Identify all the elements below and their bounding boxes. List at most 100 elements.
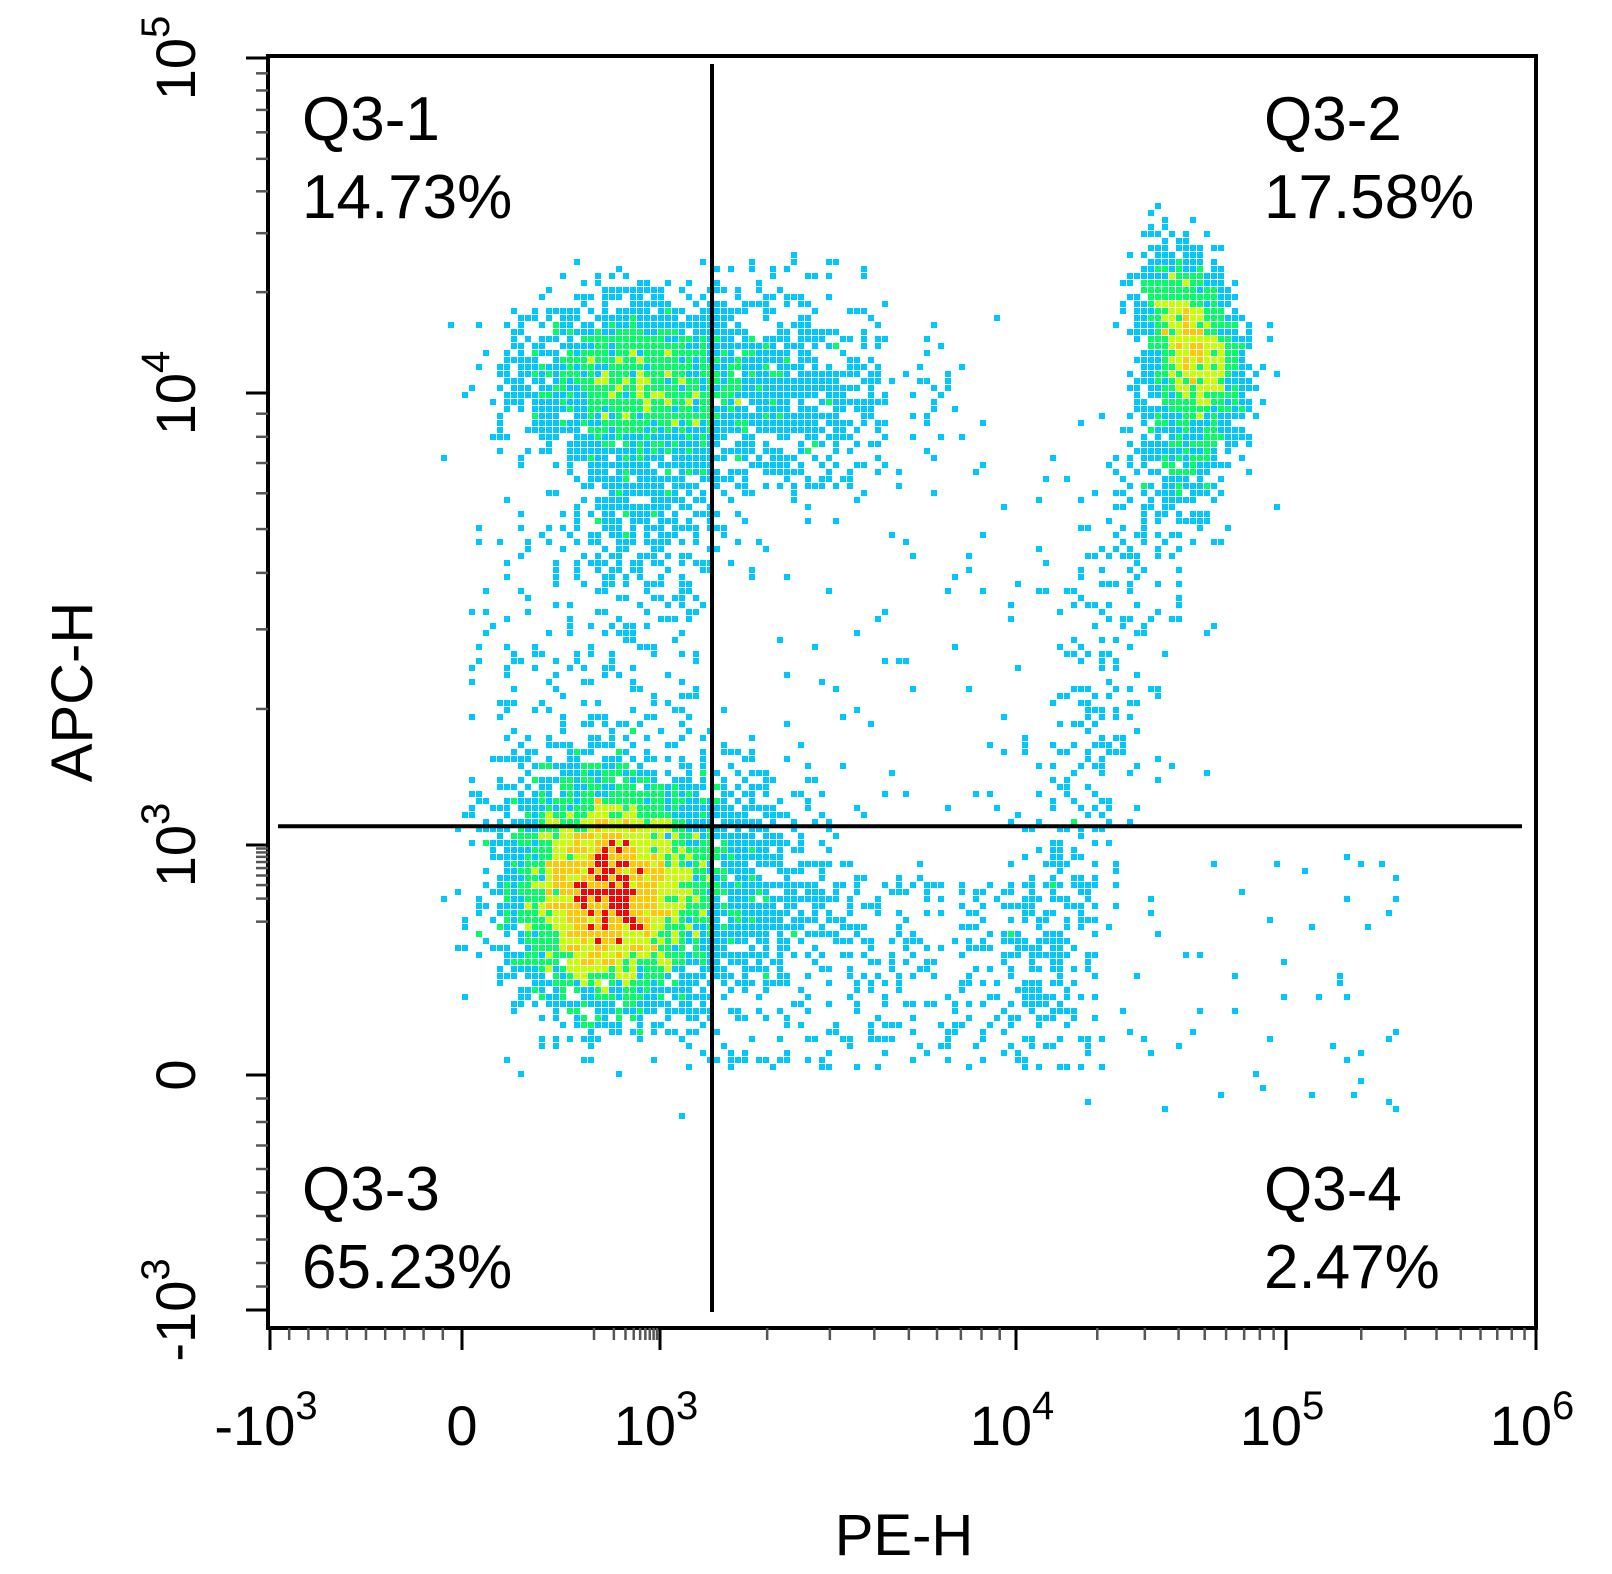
event-dot (539, 987, 545, 993)
event-dot (861, 903, 867, 909)
event-dot (497, 833, 503, 839)
event-dot (595, 539, 601, 545)
event-dot (518, 959, 524, 965)
event-dot (1134, 378, 1140, 384)
event-dot (658, 595, 664, 601)
event-dot (1169, 427, 1175, 433)
event-dot (749, 343, 755, 349)
event-dot (763, 777, 769, 783)
event-dot (476, 826, 482, 832)
event-dot (686, 938, 692, 944)
event-dot (1134, 294, 1140, 300)
event-dot (966, 910, 972, 916)
event-dot (679, 945, 685, 951)
event-dot (1120, 539, 1126, 545)
event-dot (693, 861, 699, 867)
event-dot (595, 959, 601, 965)
event-dot (1071, 854, 1077, 860)
event-dot (1078, 805, 1084, 811)
event-dot (1148, 210, 1154, 216)
event-dot (861, 875, 867, 881)
event-dot (714, 1029, 720, 1035)
event-dot (784, 413, 790, 419)
event-dot (770, 917, 776, 923)
event-dot (539, 791, 545, 797)
event-dot (791, 385, 797, 391)
event-dot (623, 917, 629, 923)
event-dot (1162, 504, 1168, 510)
event-dot (539, 903, 545, 909)
event-dot (532, 798, 538, 804)
event-dot (1155, 427, 1161, 433)
event-dot (595, 350, 601, 356)
event-dot (567, 343, 573, 349)
event-dot (630, 686, 636, 692)
event-dot (560, 945, 566, 951)
event-dot (700, 448, 706, 454)
event-dot (518, 896, 524, 902)
event-dot (1218, 329, 1224, 335)
event-dot (910, 1057, 916, 1063)
x-tick-labels: -103 0 103 104 105 106 (214, 1384, 1574, 1457)
event-dot (945, 1057, 951, 1063)
event-dot (581, 840, 587, 846)
event-dot (623, 910, 629, 916)
event-dot (875, 973, 881, 979)
event-dot (532, 833, 538, 839)
event-dot (1169, 322, 1175, 328)
event-dot (637, 476, 643, 482)
event-dot (1169, 455, 1175, 461)
event-dot (728, 987, 734, 993)
event-dot (1176, 497, 1182, 503)
event-dot (504, 357, 510, 363)
event-dot (574, 896, 580, 902)
event-dot (910, 1015, 916, 1021)
event-dot (1071, 602, 1077, 608)
event-dot (1162, 294, 1168, 300)
event-dot (812, 861, 818, 867)
event-dot (707, 336, 713, 342)
event-dot (630, 679, 636, 685)
event-dot (840, 371, 846, 377)
event-dot (1267, 322, 1273, 328)
event-dot (749, 301, 755, 307)
event-dot (469, 714, 475, 720)
event-dot (560, 812, 566, 818)
event-dot (476, 322, 482, 328)
event-dot (910, 1001, 916, 1007)
event-dot (560, 798, 566, 804)
event-dot (700, 917, 706, 923)
event-dot (714, 301, 720, 307)
event-dot (1183, 364, 1189, 370)
event-dot (574, 455, 580, 461)
event-dot (896, 483, 902, 489)
event-dot (784, 357, 790, 363)
event-dot (630, 539, 636, 545)
event-dot (581, 805, 587, 811)
event-dot (567, 917, 573, 923)
event-dot (609, 518, 615, 524)
event-dot (714, 378, 720, 384)
event-dot (1036, 497, 1042, 503)
event-dot (644, 504, 650, 510)
event-dot (1001, 1029, 1007, 1035)
event-dot (658, 728, 664, 734)
event-dot (588, 917, 594, 923)
event-dot (700, 469, 706, 475)
event-dot (686, 791, 692, 797)
event-dot (623, 882, 629, 888)
event-dot (1183, 308, 1189, 314)
event-dot (1036, 819, 1042, 825)
event-dot (630, 490, 636, 496)
event-dot (693, 805, 699, 811)
event-dot (630, 833, 636, 839)
event-dot (637, 1029, 643, 1035)
event-dot (693, 1029, 699, 1035)
event-dot (581, 329, 587, 335)
event-dot (1057, 1036, 1063, 1042)
event-dot (1001, 1008, 1007, 1014)
event-dot (1071, 1015, 1077, 1021)
event-dot (616, 931, 622, 937)
event-dot (749, 420, 755, 426)
event-dot (672, 882, 678, 888)
